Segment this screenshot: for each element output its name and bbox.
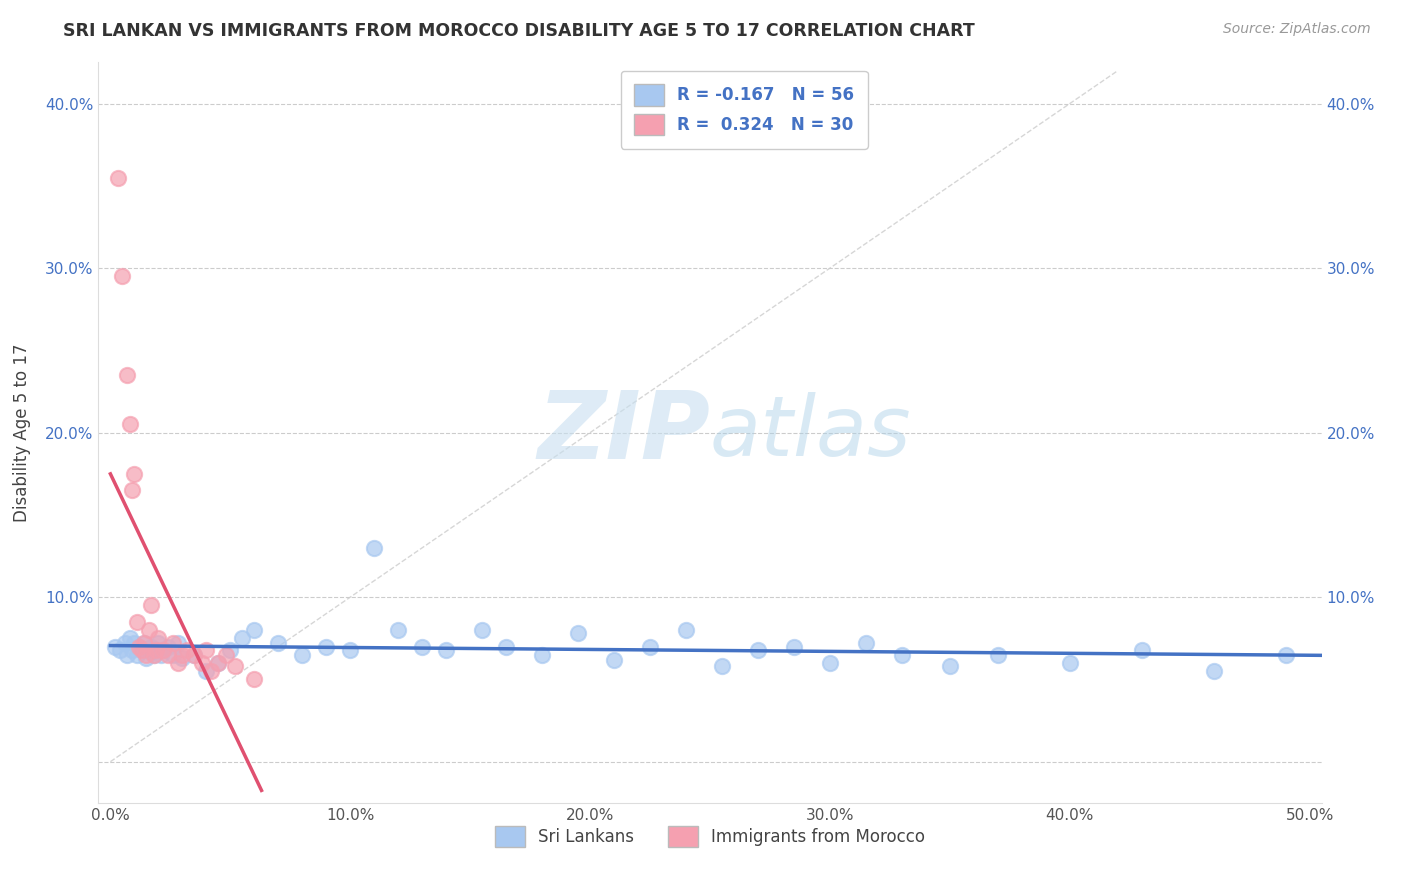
Point bbox=[675, 623, 697, 637]
Point bbox=[111, 269, 134, 284]
Point bbox=[855, 636, 877, 650]
Text: ZIP: ZIP bbox=[537, 386, 710, 479]
Point bbox=[172, 648, 194, 662]
Point bbox=[131, 642, 153, 657]
Point bbox=[747, 642, 769, 657]
Point bbox=[108, 642, 131, 657]
Point bbox=[531, 648, 554, 662]
Point bbox=[132, 636, 155, 650]
Point bbox=[162, 648, 184, 662]
Point bbox=[190, 656, 212, 670]
Point bbox=[214, 648, 236, 662]
Point bbox=[132, 636, 155, 650]
Point bbox=[156, 648, 179, 662]
Point bbox=[115, 648, 138, 662]
Point bbox=[131, 642, 153, 657]
Point bbox=[115, 368, 138, 382]
Point bbox=[141, 599, 163, 613]
Point bbox=[125, 615, 148, 629]
Point bbox=[152, 642, 174, 657]
Point bbox=[124, 636, 146, 650]
Point bbox=[183, 648, 205, 662]
Point bbox=[145, 642, 167, 657]
Point bbox=[149, 648, 172, 662]
Point bbox=[138, 623, 160, 637]
Point bbox=[339, 642, 361, 657]
Point bbox=[783, 640, 806, 654]
Point bbox=[114, 636, 136, 650]
Point bbox=[107, 170, 129, 185]
Legend: Sri Lankans, Immigrants from Morocco: Sri Lankans, Immigrants from Morocco bbox=[488, 819, 932, 854]
Point bbox=[987, 648, 1010, 662]
Point bbox=[1059, 656, 1081, 670]
Point bbox=[207, 656, 229, 670]
Point bbox=[243, 673, 266, 687]
Text: SRI LANKAN VS IMMIGRANTS FROM MOROCCO DISABILITY AGE 5 TO 17 CORRELATION CHART: SRI LANKAN VS IMMIGRANTS FROM MOROCCO DI… bbox=[63, 22, 974, 40]
Point bbox=[124, 467, 146, 481]
Point bbox=[603, 653, 626, 667]
Point bbox=[711, 659, 734, 673]
Point bbox=[1274, 648, 1296, 662]
Point bbox=[243, 623, 266, 637]
Point bbox=[166, 656, 188, 670]
Point bbox=[183, 648, 205, 662]
Point bbox=[142, 648, 165, 662]
Point bbox=[195, 642, 218, 657]
Point bbox=[121, 483, 143, 498]
Point bbox=[363, 541, 385, 555]
Point bbox=[315, 640, 337, 654]
Point bbox=[939, 659, 962, 673]
Point bbox=[148, 636, 170, 650]
Point bbox=[1202, 664, 1225, 678]
Point bbox=[172, 651, 194, 665]
Point bbox=[195, 664, 218, 678]
Point bbox=[128, 640, 150, 654]
Point bbox=[135, 648, 157, 662]
Text: Source: ZipAtlas.com: Source: ZipAtlas.com bbox=[1223, 22, 1371, 37]
Point bbox=[141, 640, 163, 654]
Point bbox=[142, 648, 165, 662]
Point bbox=[387, 623, 409, 637]
Point bbox=[145, 642, 167, 657]
Point bbox=[152, 642, 174, 657]
Point bbox=[135, 651, 157, 665]
Point bbox=[148, 632, 170, 646]
Point bbox=[1130, 642, 1153, 657]
Point bbox=[128, 640, 150, 654]
Point bbox=[434, 642, 457, 657]
Point bbox=[121, 642, 143, 657]
Point bbox=[219, 642, 242, 657]
Point bbox=[231, 632, 253, 646]
Point bbox=[104, 640, 127, 654]
Point bbox=[162, 636, 184, 650]
Point bbox=[125, 648, 148, 662]
Point bbox=[176, 642, 198, 657]
Point bbox=[118, 417, 141, 432]
Point bbox=[138, 644, 160, 658]
Point bbox=[638, 640, 661, 654]
Point bbox=[567, 626, 589, 640]
Point bbox=[495, 640, 517, 654]
Point bbox=[224, 659, 246, 673]
Point bbox=[166, 636, 188, 650]
Text: atlas: atlas bbox=[710, 392, 911, 473]
Point bbox=[156, 640, 179, 654]
Y-axis label: Disability Age 5 to 17: Disability Age 5 to 17 bbox=[13, 343, 31, 522]
Point bbox=[118, 632, 141, 646]
Point bbox=[890, 648, 912, 662]
Point bbox=[291, 648, 314, 662]
Point bbox=[411, 640, 433, 654]
Point bbox=[267, 636, 290, 650]
Point bbox=[818, 656, 841, 670]
Point bbox=[471, 623, 494, 637]
Point bbox=[200, 664, 222, 678]
Point bbox=[207, 656, 229, 670]
